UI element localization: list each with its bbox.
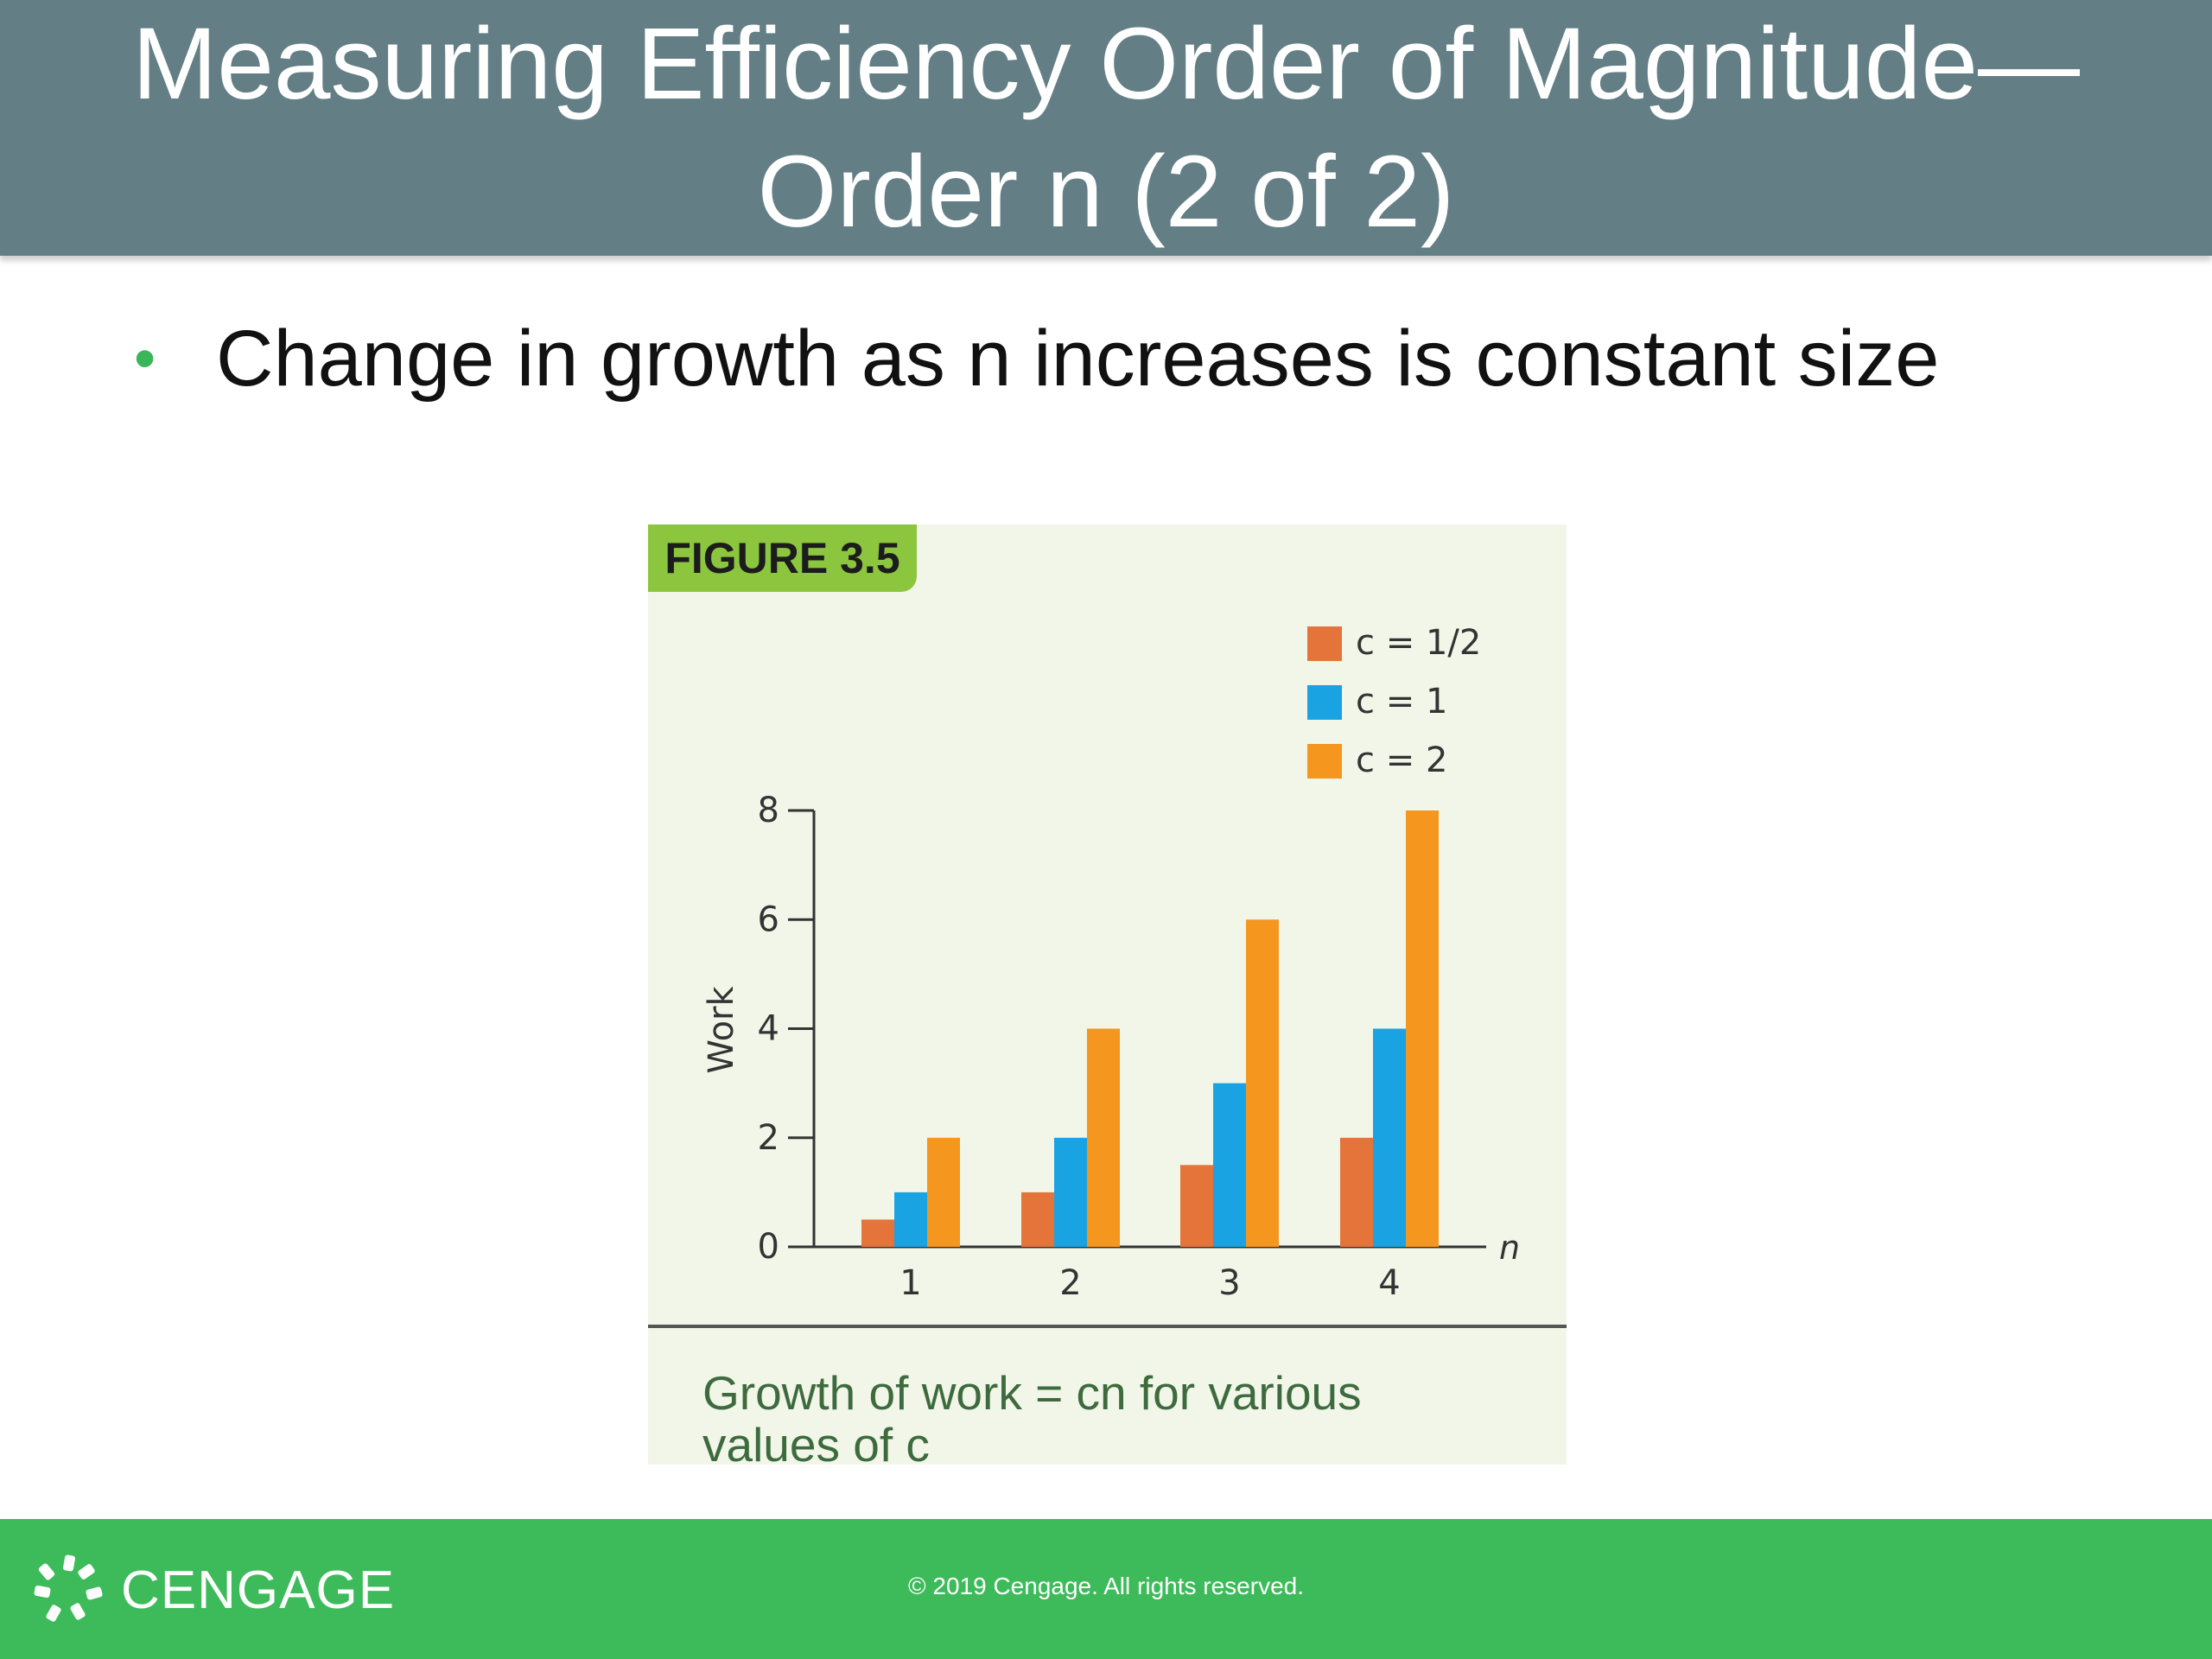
bar-chart: 0 2 4 6 8 Work n 1 2 3 4 c = 1/2 c = 1 c = 2: [702, 623, 1520, 1303]
legend-swatch: [1307, 626, 1342, 661]
legend-swatch: [1307, 744, 1342, 779]
copyright-text: © 2019 Cengage. All rights reserved.: [907, 1573, 1304, 1599]
brand-name: CENGAGE: [121, 1560, 396, 1620]
bar: [1021, 1192, 1054, 1247]
legend-label: c = 1/2: [1356, 623, 1481, 663]
legend-label: c = 1: [1356, 682, 1447, 721]
title-line-1: Measuring Efficiency Order of Magnitude—: [132, 7, 2080, 121]
x-tick-label: 4: [1378, 1263, 1400, 1303]
y-tick-label: 6: [758, 899, 779, 939]
bar: [1087, 1028, 1120, 1247]
y-tick-label: 0: [758, 1227, 779, 1267]
x-tick-label: 1: [899, 1263, 921, 1303]
legend-label: c = 2: [1356, 741, 1447, 780]
footer: CENGAGE © 2019 Cengage. All rights reser…: [0, 1519, 2212, 1659]
bullet-text: Change in growth as n increases is const…: [216, 314, 1940, 403]
bar: [861, 1219, 894, 1247]
bar: [1180, 1165, 1213, 1247]
y-tick-label: 8: [758, 791, 779, 830]
bar: [1406, 810, 1439, 1247]
bullet-item: • Change in growth as n increases is con…: [134, 307, 1939, 410]
figure-panel: 0 2 4 6 8 Work n 1 2 3 4 c = 1/2 c = 1 c = 2 FIGURE 3…: [648, 524, 1567, 1471]
slide-title: Measuring Efficiency Order of Magnitude—…: [0, 0, 2212, 256]
bar: [1246, 919, 1279, 1247]
bar: [1213, 1083, 1246, 1247]
x-tick-label: 3: [1218, 1263, 1240, 1303]
legend-swatch: [1307, 685, 1342, 720]
y-axis-label: Work: [702, 986, 741, 1074]
bar: [1373, 1028, 1406, 1247]
y-tick-label: 2: [758, 1118, 779, 1158]
bar: [1054, 1137, 1087, 1247]
bar: [1340, 1137, 1373, 1247]
brand-logo: CENGAGE: [31, 1554, 395, 1626]
x-tick-label: 2: [1059, 1263, 1081, 1303]
title-line-2: Order n (2 of 2): [757, 135, 1455, 249]
cengage-logo-icon: [34, 1554, 103, 1622]
figure-label: FIGURE 3.5: [648, 524, 917, 592]
figure-divider: [648, 1325, 1567, 1328]
bullet-dot-icon: •: [134, 324, 156, 393]
bar: [894, 1192, 927, 1247]
bar: [927, 1137, 960, 1247]
x-axis-label: n: [1499, 1229, 1520, 1267]
figure-caption: Growth of work = cn for various values o…: [702, 1366, 1362, 1471]
y-tick-label: 4: [758, 1009, 779, 1049]
